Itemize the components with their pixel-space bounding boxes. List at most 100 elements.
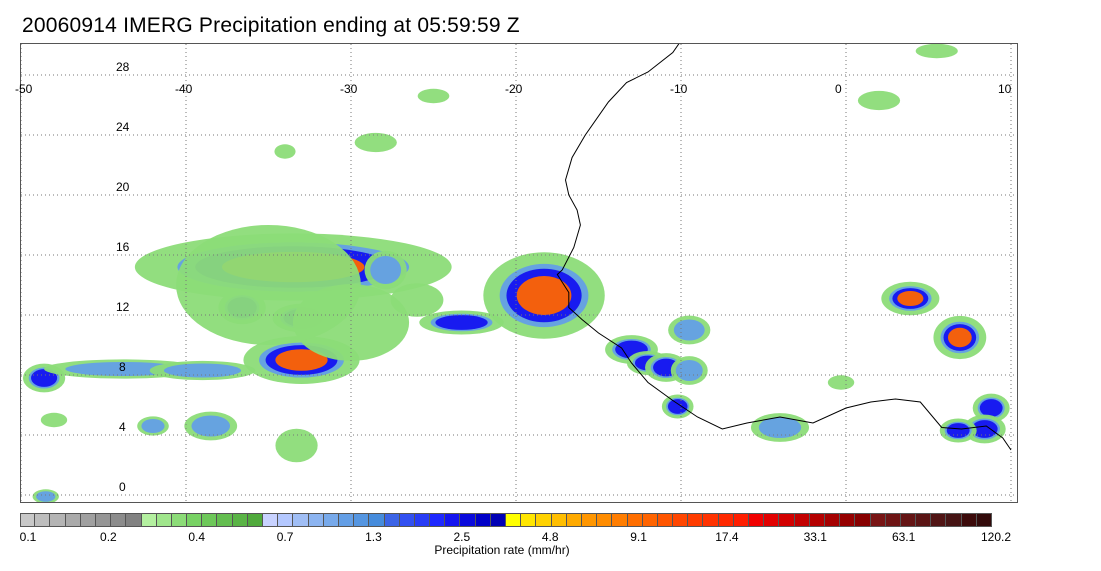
longitude-label: -10 — [670, 82, 688, 96]
colorbar-swatch — [581, 513, 598, 527]
precip-cell — [947, 327, 972, 348]
colorbar-title: Precipitation rate (mm/hr) — [434, 543, 570, 557]
longitude-label: -30 — [340, 82, 358, 96]
colorbar-swatch — [855, 513, 871, 527]
colorbar-swatch — [445, 513, 461, 527]
longitude-label: -20 — [505, 82, 523, 96]
map-title: 20060914 IMERG Precipitation ending at 0… — [22, 14, 520, 37]
precipitation-map — [20, 43, 1018, 503]
colorbar-swatch — [126, 513, 142, 527]
colorbar-tick-label: 9.1 — [630, 530, 647, 544]
colorbar — [20, 513, 992, 527]
colorbar-swatch — [506, 513, 522, 527]
colorbar-swatch — [885, 513, 901, 527]
colorbar-tick-label: 1.3 — [365, 530, 382, 544]
colorbar-swatch — [794, 513, 810, 527]
colorbar-swatch — [900, 513, 917, 527]
latitude-label: 4 — [119, 420, 126, 434]
precip-cell — [191, 415, 231, 437]
latitude-label: 24 — [116, 120, 130, 134]
colorbar-swatch — [688, 513, 704, 527]
precip-cell — [275, 428, 318, 463]
precip-cell — [827, 375, 855, 390]
colorbar-swatch — [749, 513, 765, 527]
colorbar-swatch — [551, 513, 567, 527]
precip-cell — [897, 290, 924, 307]
colorbar-tick-label: 4.8 — [541, 530, 559, 544]
colorbar-swatch — [430, 513, 446, 527]
longitude-label: 0 — [835, 82, 842, 96]
precip-cell — [141, 418, 165, 434]
colorbar-swatch — [521, 513, 537, 527]
colorbar-swatch — [80, 513, 96, 527]
precip-cell — [417, 88, 450, 104]
colorbar-tick-label: 63.1 — [891, 530, 916, 544]
latitude-label: 20 — [116, 180, 130, 194]
longitude-label: -50 — [15, 82, 33, 96]
colorbar-swatch — [475, 513, 491, 527]
colorbar-swatch — [642, 513, 658, 527]
precip-cell — [915, 44, 958, 59]
precip-cell — [857, 90, 901, 111]
colorbar-swatch — [293, 513, 309, 527]
colorbar-swatch — [217, 513, 233, 527]
colorbar-swatch — [171, 513, 188, 527]
colorbar-swatch — [202, 513, 218, 527]
colorbar-swatch — [338, 513, 355, 527]
colorbar-swatch — [187, 513, 203, 527]
precip-cell — [40, 412, 68, 428]
precip-cell — [667, 399, 688, 414]
colorbar-tick-label: 33.1 — [803, 530, 827, 544]
colorbar-swatch — [111, 513, 127, 527]
latitude-label: 16 — [116, 240, 130, 254]
precip-cell — [274, 144, 296, 159]
colorbar-swatch — [779, 513, 795, 527]
colorbar-tick-label: 0.2 — [100, 530, 117, 544]
colorbar-swatch — [657, 513, 674, 527]
colorbar-swatch — [976, 513, 992, 527]
precip-cell — [516, 276, 572, 315]
colorbar-tick-label: 17.4 — [715, 530, 739, 544]
colorbar-swatch — [414, 513, 431, 527]
colorbar-swatch — [384, 513, 400, 527]
precip-cell — [31, 369, 58, 387]
colorbar-swatch — [916, 513, 932, 527]
colorbar-swatch — [65, 513, 81, 527]
precip-cell — [675, 359, 703, 382]
colorbar-swatch — [323, 513, 339, 527]
longitude-label: -40 — [175, 82, 193, 96]
colorbar-tick-label: 2.5 — [453, 530, 471, 544]
colorbar-swatch — [809, 513, 825, 527]
colorbar-swatch — [263, 513, 279, 527]
colorbar-tick-label: 0.4 — [188, 530, 206, 544]
colorbar-swatch — [597, 513, 613, 527]
colorbar-swatch — [718, 513, 734, 527]
precip-cell — [275, 349, 328, 371]
colorbar-swatch — [703, 513, 719, 527]
precip-cell — [673, 319, 705, 341]
colorbar-swatch — [612, 513, 628, 527]
colorbar-tick-label: 120.2 — [980, 530, 1012, 544]
colorbar-swatch — [733, 513, 749, 527]
colorbar-tick-label: 0.1 — [19, 530, 37, 544]
colorbar-swatch — [354, 513, 370, 527]
colorbar-swatch — [764, 513, 780, 527]
colorbar-swatch — [840, 513, 856, 527]
colorbar-swatch — [35, 513, 51, 527]
colorbar-swatch — [278, 513, 294, 527]
colorbar-swatch — [156, 513, 172, 527]
precip-cell — [435, 315, 488, 330]
latitude-label: 12 — [116, 300, 130, 314]
precip-cell — [971, 420, 998, 438]
colorbar-swatch — [20, 513, 36, 527]
colorbar-swatch — [141, 513, 157, 527]
colorbar-swatch — [961, 513, 977, 527]
colorbar-swatch — [460, 513, 476, 527]
colorbar-swatch — [369, 513, 385, 527]
precip-cell — [176, 225, 361, 345]
colorbar-swatch — [232, 513, 248, 527]
colorbar-swatch — [946, 513, 962, 527]
precip-cell — [36, 491, 56, 502]
colorbar-swatch — [490, 513, 506, 527]
latitude-label: 28 — [116, 60, 130, 74]
